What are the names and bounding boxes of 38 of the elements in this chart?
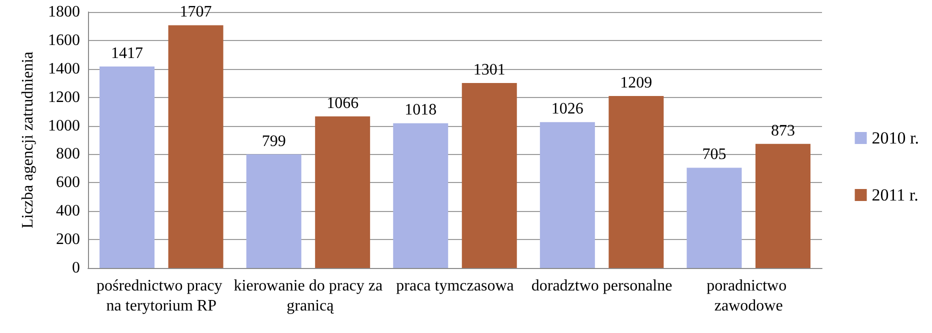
bar: [100, 66, 155, 268]
data-label: 1066: [326, 94, 359, 112]
bar: [608, 96, 664, 268]
y-tick-label: 1000: [48, 117, 80, 134]
x-tick-label: praca tymczasowa: [396, 278, 514, 294]
data-label: 1026: [551, 100, 584, 118]
bar: [315, 116, 370, 268]
y-tick-label: 200: [56, 231, 80, 248]
y-tick-label: 800: [56, 146, 80, 163]
x-tick-label: doradztwo personalne: [531, 278, 672, 294]
data-label: 799: [262, 132, 286, 150]
bar: [462, 82, 517, 268]
data-label: 1301: [473, 61, 506, 78]
y-tick-label: 1200: [48, 88, 80, 106]
data-label: 1018: [404, 102, 437, 119]
y-tick-label: 1400: [48, 60, 80, 78]
y-tick-label: 1800: [48, 4, 80, 20]
legend-label: 2010 r.: [872, 128, 920, 148]
y-tick-label: 600: [56, 174, 80, 192]
data-label: 1417: [111, 44, 144, 62]
bar: [755, 144, 810, 268]
y-tick-label: 400: [56, 202, 80, 220]
bar: [540, 122, 595, 268]
data-label: 1209: [620, 74, 652, 92]
y-tick-label: 1600: [48, 32, 80, 49]
y-axis-title: Liczba agencji zatrudnienia: [20, 52, 36, 228]
bar: [246, 154, 302, 268]
bar: [168, 25, 224, 268]
data-label: 705: [702, 146, 726, 164]
bar: [393, 123, 448, 268]
x-tick-label: pośrednictwo pracy na terytorium RP: [96, 278, 226, 314]
data-label: 873: [770, 122, 795, 140]
x-tick-label: poradnictwo zawodowe: [706, 278, 791, 314]
x-tick-label: kierowanie do pracy za granicą: [234, 278, 383, 314]
legend-label: 2011 r.: [872, 186, 918, 204]
data-label: 1707: [180, 4, 212, 21]
bar: [686, 168, 742, 268]
y-tick-label: 0: [72, 260, 80, 276]
